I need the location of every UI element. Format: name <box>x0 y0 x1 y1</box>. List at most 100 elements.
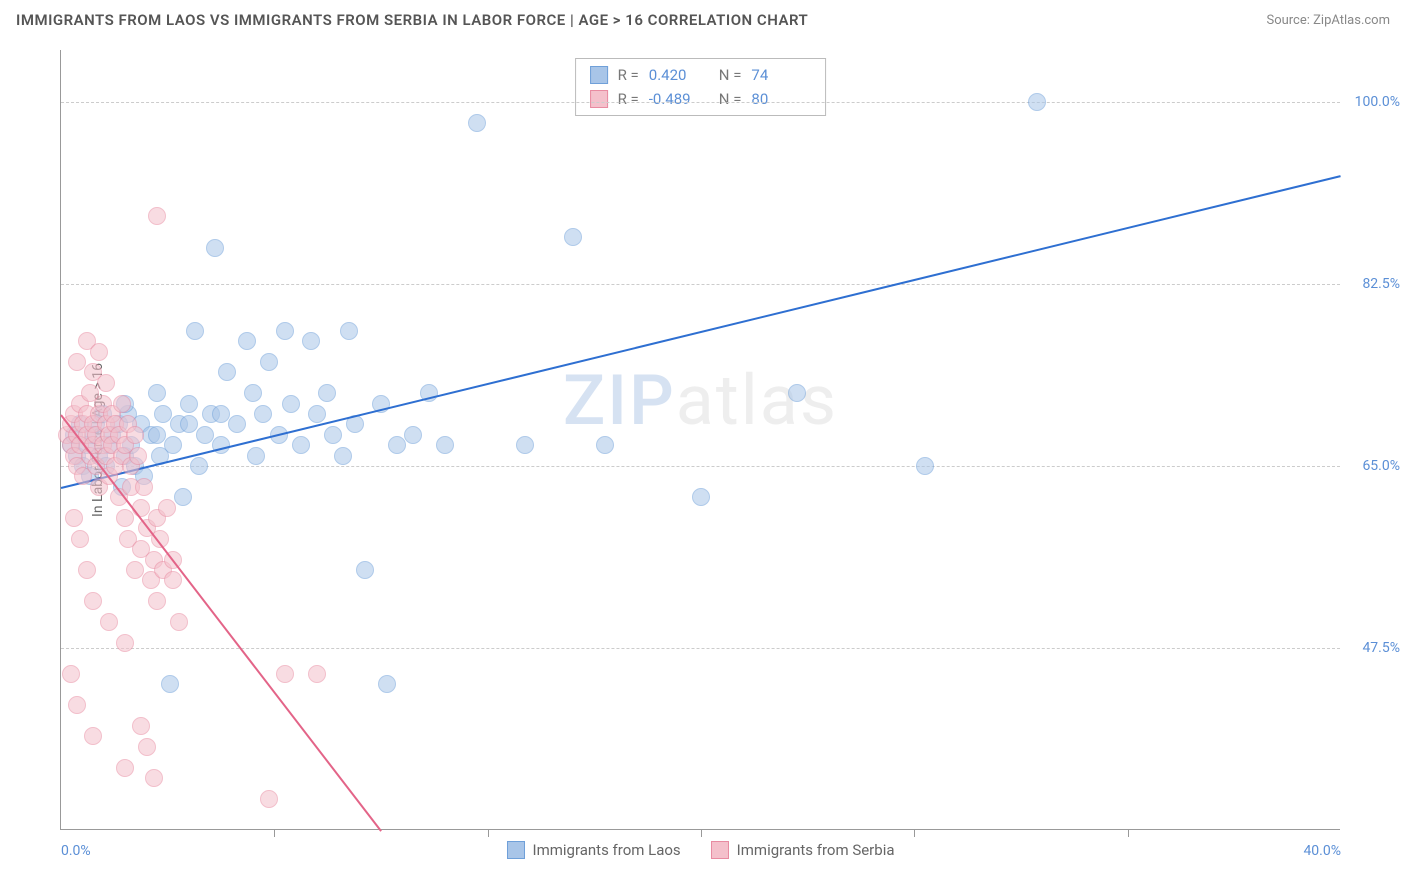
r-value-serbia: -0.489 <box>649 87 709 111</box>
data-point <box>100 613 118 631</box>
y-tick-label: 82.5% <box>1345 276 1400 292</box>
data-point <box>180 415 198 433</box>
source-label: Source: ZipAtlas.com <box>1266 13 1390 28</box>
gridline-h <box>61 284 1340 285</box>
data-point <box>180 395 198 413</box>
legend-row-serbia: R = -0.489 N = 80 <box>590 87 812 111</box>
data-point <box>71 530 89 548</box>
data-point <box>324 426 342 444</box>
data-point <box>190 457 208 475</box>
data-point <box>302 332 320 350</box>
data-point <box>84 727 102 745</box>
n-value-laos: 74 <box>751 63 811 87</box>
correlation-legend: R = 0.420 N = 74 R = -0.489 N = 80 <box>575 58 827 116</box>
data-point <box>260 790 278 808</box>
swatch-laos <box>506 841 524 859</box>
gridline-h <box>61 648 1340 649</box>
data-point <box>161 675 179 693</box>
data-point <box>238 332 256 350</box>
data-point <box>218 363 236 381</box>
legend-row-laos: R = 0.420 N = 74 <box>590 63 812 87</box>
data-point <box>282 395 300 413</box>
data-point <box>564 228 582 246</box>
chart-title: IMMIGRANTS FROM LAOS VS IMMIGRANTS FROM … <box>16 11 808 29</box>
data-point <box>692 488 710 506</box>
data-point <box>148 207 166 225</box>
data-point <box>65 509 83 527</box>
data-point <box>97 374 115 392</box>
data-point <box>1028 93 1046 111</box>
legend-item-laos: Immigrants from Laos <box>506 841 680 859</box>
n-value-serbia: 80 <box>751 87 811 111</box>
data-point <box>436 436 454 454</box>
data-point <box>308 665 326 683</box>
data-point <box>116 509 134 527</box>
data-point <box>404 426 422 444</box>
data-point <box>340 322 358 340</box>
x-tick <box>274 829 275 837</box>
data-point <box>788 384 806 402</box>
n-label: N = <box>719 87 742 111</box>
data-point <box>164 436 182 454</box>
x-tick-label: 40.0% <box>1303 843 1341 859</box>
data-point <box>148 426 166 444</box>
x-tick <box>488 829 489 837</box>
gridline-h <box>61 466 1340 467</box>
data-point <box>148 592 166 610</box>
data-point <box>90 343 108 361</box>
data-point <box>196 426 214 444</box>
data-point <box>388 436 406 454</box>
data-point <box>254 405 272 423</box>
data-point <box>170 613 188 631</box>
data-point <box>260 353 278 371</box>
swatch-serbia <box>590 90 608 108</box>
data-point <box>126 426 144 444</box>
data-point <box>276 665 294 683</box>
data-point <box>318 384 336 402</box>
data-point <box>135 478 153 496</box>
y-tick-label: 100.0% <box>1345 94 1400 110</box>
data-point <box>78 561 96 579</box>
data-point <box>84 592 102 610</box>
trend-line <box>61 175 1341 489</box>
data-point <box>516 436 534 454</box>
watermark-suffix: atlas <box>676 360 838 442</box>
data-point <box>68 353 86 371</box>
r-value-laos: 0.420 <box>649 63 709 87</box>
data-point <box>68 696 86 714</box>
data-point <box>206 239 224 257</box>
x-tick-label: 0.0% <box>61 843 91 859</box>
data-point <box>164 571 182 589</box>
data-point <box>158 499 176 517</box>
data-point <box>468 114 486 132</box>
legend-label-serbia: Immigrants from Serbia <box>737 841 895 859</box>
data-point <box>116 634 134 652</box>
x-tick <box>914 829 915 837</box>
data-point <box>62 665 80 683</box>
y-tick-label: 65.0% <box>1345 458 1400 474</box>
data-point <box>138 738 156 756</box>
data-point <box>916 457 934 475</box>
legend-item-serbia: Immigrants from Serbia <box>711 841 895 859</box>
data-point <box>292 436 310 454</box>
r-label: R = <box>618 87 639 111</box>
n-label: N = <box>719 63 742 87</box>
r-label: R = <box>618 63 639 87</box>
scatter-plot: In Labor Force | Age > 16 ZIPatlas R = 0… <box>60 50 1340 830</box>
legend-label-laos: Immigrants from Laos <box>532 841 680 859</box>
data-point <box>113 395 131 413</box>
y-tick-label: 47.5% <box>1345 640 1400 656</box>
data-point <box>228 415 246 433</box>
data-point <box>276 322 294 340</box>
data-point <box>334 447 352 465</box>
data-point <box>132 717 150 735</box>
data-point <box>378 675 396 693</box>
gridline-h <box>61 102 1340 103</box>
data-point <box>247 447 265 465</box>
data-point <box>145 769 163 787</box>
x-tick <box>701 829 702 837</box>
data-point <box>116 759 134 777</box>
x-tick <box>1128 829 1129 837</box>
swatch-laos <box>590 66 608 84</box>
data-point <box>308 405 326 423</box>
